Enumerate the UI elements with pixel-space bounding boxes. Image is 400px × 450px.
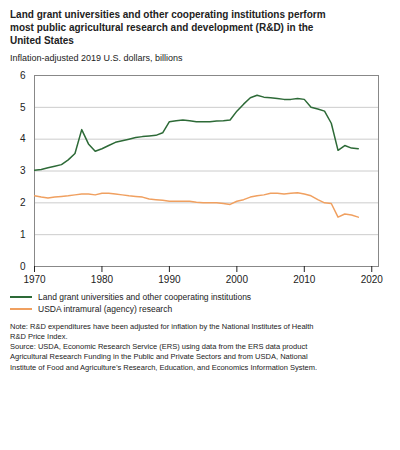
html-text:Land grant universities and ot: Land grant universities and other cooper… — [38, 292, 252, 302]
svg-text:2020: 2020 — [361, 274, 384, 285]
html-text:Inflation-adjusted 2019 U.S. d: Inflation-adjusted 2019 U.S. dollars, bi… — [10, 53, 183, 63]
svg-text:3: 3 — [20, 165, 26, 176]
svg-text:1980: 1980 — [91, 274, 114, 285]
svg-text:1990: 1990 — [158, 274, 181, 285]
svg-text:6: 6 — [20, 70, 26, 81]
svg-text:2: 2 — [20, 197, 26, 208]
html-text:Note: R&D expenditures have be: Note: R&D expenditures have been adjuste… — [10, 322, 318, 372]
svg-text:2010: 2010 — [293, 274, 316, 285]
svg-text:1970: 1970 — [23, 274, 46, 285]
svg-text:4: 4 — [20, 133, 26, 144]
svg-text:1: 1 — [20, 229, 26, 240]
svg-text:0: 0 — [20, 261, 26, 272]
svg-text:2000: 2000 — [226, 274, 249, 285]
html-text:USDA intramural (agency) resea: USDA intramural (agency) research — [38, 304, 173, 314]
html-text:Land grant universities and ot: Land grant universities and other cooper… — [10, 9, 326, 46]
svg-text:5: 5 — [20, 102, 26, 113]
